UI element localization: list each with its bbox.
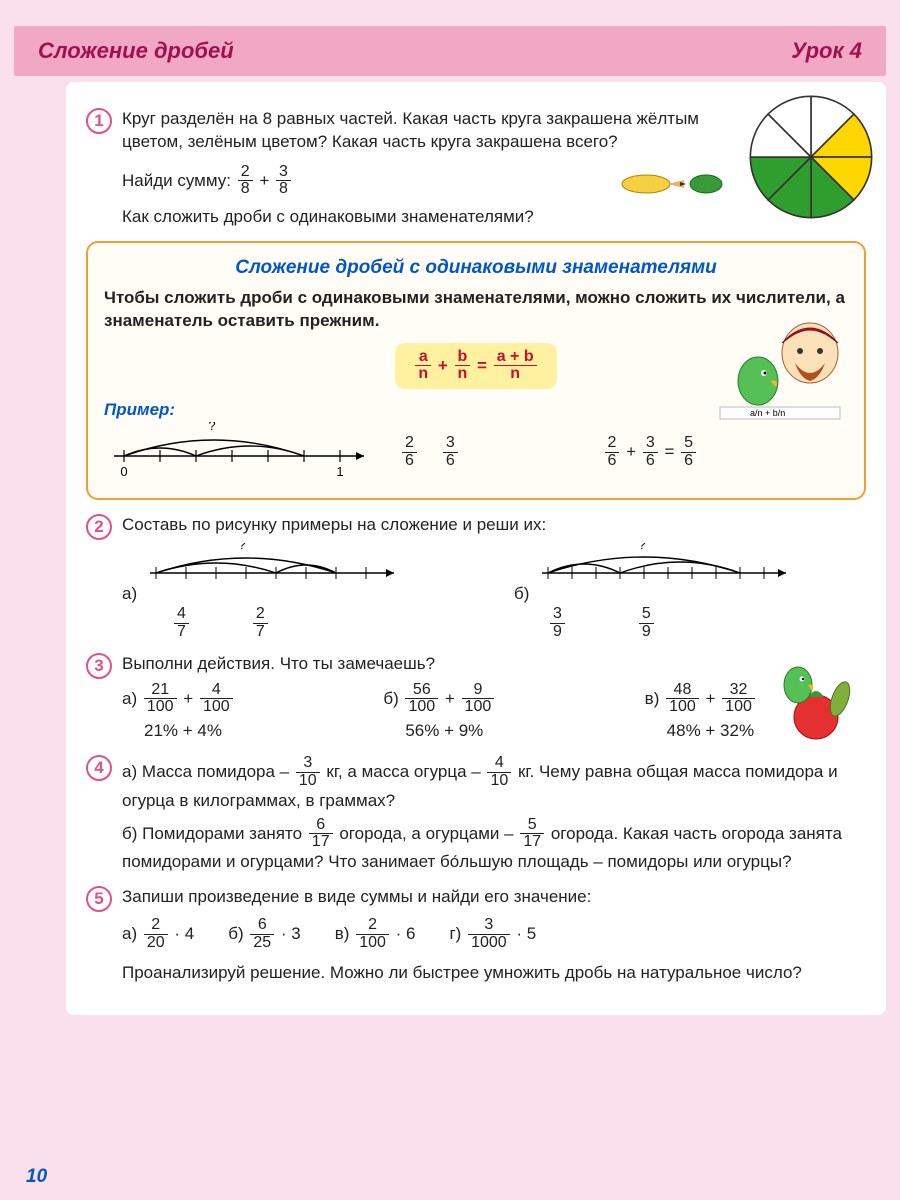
ex1-find-sum: Найди сумму:: [122, 170, 231, 189]
lesson-header: Сложение дробей Урок 4: [14, 26, 886, 76]
ex3-text: Выполни действия. Что ты замечаешь?: [122, 653, 866, 676]
svg-text:a/n + b/n: a/n + b/n: [750, 408, 785, 418]
percent-row: 56% + 9%: [405, 720, 604, 743]
number-line-b: ?: [534, 543, 794, 599]
example-equation: 26 + 36 = 56: [603, 435, 848, 470]
exercise-number: 1: [86, 108, 112, 134]
rule-box: Сложение дробей с одинаковыми знаменател…: [86, 241, 866, 500]
ex2-text: Составь по рисунку примеры на сложение и…: [122, 514, 866, 537]
exercise-2: 2 Составь по рисунку примеры на сложение…: [86, 514, 866, 640]
ex3-a: а) 21100 + 4100 21% + 4%: [122, 682, 343, 744]
rule-formula: an + bn = a + bn: [395, 343, 556, 390]
ex1-q: Как сложить дроби с одинаковыми знаменат…: [122, 206, 866, 229]
ex3-b: б) 56100 + 9100 56% + 9%: [383, 682, 604, 744]
ex5-text: Запиши произведение в виде суммы и найди…: [122, 886, 866, 909]
exercise-5: 5 Запиши произведение в виде суммы и най…: [86, 886, 866, 984]
svg-text:0: 0: [120, 464, 127, 479]
ex5-a: а) 220 · 4: [122, 917, 194, 952]
exercise-1: 1 Круг разделён на 8 равных частей. Кака…: [86, 108, 866, 229]
ex4-b: б) Помидорами занято 617 огорода, а огур…: [122, 817, 866, 875]
ex1-text: Круг разделён на 8 равных частей. Какая …: [122, 108, 866, 154]
parrot-vegetables-icon: [768, 655, 858, 745]
fraction: 38: [276, 164, 291, 199]
exercise-3: 3 Выполни действия. Что ты замечаешь? а)…: [86, 653, 866, 743]
ex5-c: в) 2100 · 6: [335, 917, 416, 952]
svg-text:?: ?: [238, 543, 245, 552]
svg-text:?: ?: [639, 543, 646, 552]
pirate-parrot-icon: a/n + b/n: [710, 303, 860, 423]
exercise-number: 3: [86, 653, 112, 679]
ex2-a: а) ? 47 27: [122, 543, 474, 641]
number-line-a: ?: [142, 543, 402, 599]
percent-row: 21% + 4%: [144, 720, 343, 743]
fraction: 28: [238, 164, 253, 199]
exercise-number: 2: [86, 514, 112, 540]
rule-title: Сложение дробей с одинаковыми знаменател…: [104, 255, 848, 281]
page: Сложение дробей Урок 4 1 Круг разделён н…: [0, 0, 900, 1033]
content-area: 1 Круг разделён на 8 равных частей. Кака…: [66, 82, 886, 1015]
exercise-number: 4: [86, 755, 112, 781]
header-lesson: Урок 4: [791, 36, 862, 66]
header-title: Сложение дробей: [38, 36, 234, 66]
sub-label: б): [514, 584, 529, 603]
ex2-b: б) ? 39 59: [514, 543, 866, 641]
number-line-example: ? 0 1: [104, 422, 374, 482]
ex1-sum-row: Найди сумму: 28 + 38: [122, 164, 866, 199]
plus-sign: +: [259, 170, 269, 189]
ex5-b: б) 625 · 3: [228, 917, 301, 952]
svg-text:1: 1: [336, 464, 343, 479]
ex5-text2: Проанализируй решение. Можно ли быстрее …: [122, 962, 866, 985]
svg-text:?: ?: [208, 422, 215, 433]
exercise-4: 4 а) Масса помидора – 310 кг, а масса ог…: [86, 755, 866, 874]
exercise-number: 5: [86, 886, 112, 912]
ex4-a: а) Масса помидора – 310 кг, а масса огур…: [122, 755, 866, 813]
ex5-d: г) 31000 · 5: [449, 917, 536, 952]
page-number: 10: [26, 1164, 47, 1190]
sub-label: а): [122, 584, 137, 603]
